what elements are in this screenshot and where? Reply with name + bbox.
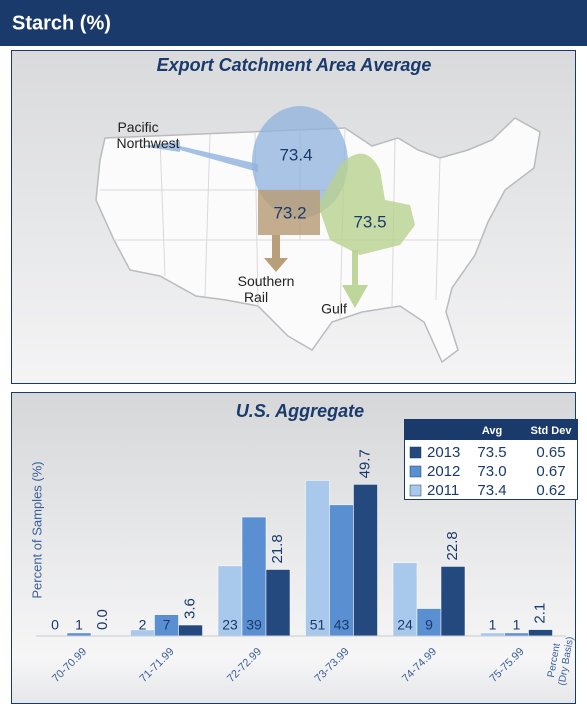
region-label: Southern Rail	[238, 273, 299, 305]
data-label: 9	[425, 617, 433, 633]
legend: Avg Std Dev 2013 73.5 0.65 2012 73.0 0.67 2011 73…	[404, 419, 578, 500]
legend-header	[405, 420, 577, 440]
data-label: 2.1	[531, 603, 548, 624]
legend-name: 2011	[427, 482, 459, 499]
header-title: Starch (%)	[12, 12, 111, 34]
data-label: 22.8	[444, 531, 461, 560]
legend-swatch	[409, 484, 422, 497]
y-axis-label: Percent of Samples (%)	[29, 461, 44, 598]
header-bar	[0, 0, 587, 46]
bar	[217, 565, 243, 637]
legend-std: 0.67	[536, 463, 565, 480]
data-label: 23	[222, 617, 238, 633]
legend-std: 0.62	[536, 482, 565, 499]
legend-avg: 73.5	[477, 444, 506, 461]
region-label: Gulf	[321, 301, 347, 317]
legend-swatch	[409, 446, 422, 459]
legend-swatch	[409, 465, 422, 478]
region-label: Pacific Northwest	[116, 119, 179, 151]
data-label: 49.7	[356, 449, 373, 478]
legend-name: 2012	[427, 463, 460, 480]
data-label: 1	[513, 617, 521, 633]
data-label: 51	[310, 617, 326, 633]
data-label: 39	[246, 617, 262, 633]
region-value: 73.4	[279, 145, 312, 164]
bar	[178, 624, 203, 637]
bar	[528, 629, 553, 637]
legend-header: Avg	[482, 425, 502, 437]
legend-avg: 73.0	[477, 463, 506, 480]
label-line: Southern	[238, 273, 295, 289]
data-label: 0.0	[94, 609, 111, 630]
data-label: 1	[75, 617, 83, 633]
label-line: Rail	[244, 289, 268, 305]
data-label: 7	[163, 617, 171, 633]
legend-avg: 73.4	[477, 482, 506, 499]
data-label: 1	[489, 617, 497, 633]
bar	[265, 569, 291, 637]
chart-title: U.S. Aggregate	[236, 401, 364, 421]
data-label: 3.6	[181, 598, 198, 619]
data-label: 43	[334, 617, 350, 633]
pnw-arrow	[140, 142, 258, 172]
legend-header: Std Dev	[531, 425, 573, 437]
label-line: Northwest	[116, 135, 179, 151]
bar	[440, 566, 466, 637]
bar	[329, 504, 354, 637]
bar	[416, 608, 442, 637]
gulf-arrow	[342, 250, 368, 308]
region-value: 73.5	[353, 212, 386, 231]
gulf-region	[318, 153, 415, 255]
legend-name: 2013	[427, 444, 460, 461]
label-line: Pacific	[117, 119, 158, 135]
data-label: 24	[397, 617, 413, 633]
data-label: 0	[51, 617, 59, 633]
rail-arrow	[264, 235, 288, 272]
data-label: 2	[139, 617, 147, 633]
bar	[392, 562, 418, 637]
legend-std: 0.65	[536, 444, 565, 461]
rail-region	[258, 190, 320, 235]
map-title: Export Catchment Area Average	[157, 55, 432, 75]
bar	[305, 480, 330, 637]
region-value: 73.2	[273, 203, 306, 222]
data-label: 21.8	[269, 534, 286, 563]
bar	[353, 484, 378, 637]
